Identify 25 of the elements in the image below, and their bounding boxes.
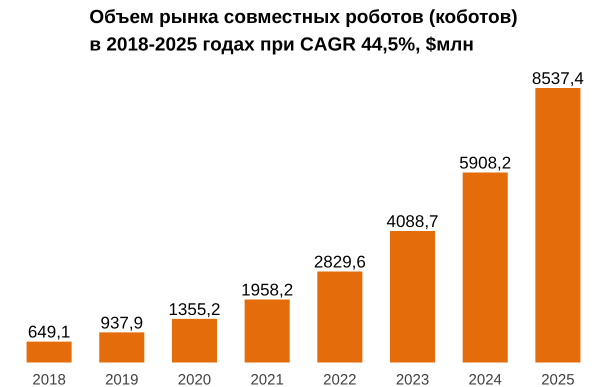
data-label: 8537,4 [532,68,584,88]
bar [244,300,290,362]
data-label: 2829,6 [314,252,366,272]
x-tick-label: 2019 [105,372,138,387]
data-label: 937,9 [100,313,144,332]
chart-title: Объем рынка совместных роботов (коботов) в 2018-2025 годах при CAGR 44,5%, $млн [89,7,518,56]
x-tick-label: 2020 [178,372,212,387]
data-label: 5908,2 [459,154,512,173]
data-label: 1958,2 [241,280,294,300]
bar [390,231,436,362]
bar [317,272,362,362]
x-tick-label: 2022 [323,372,357,387]
bar [172,318,218,362]
data-label: 649,1 [28,322,70,342]
x-tick-label: 2023 [396,372,430,387]
x-tick-label: 2018 [32,372,66,387]
x-tick-label: 2024 [468,372,502,387]
bar [535,88,580,362]
bar [26,342,72,362]
data-label: 1355,2 [168,300,220,319]
data-label: 4088,7 [386,212,439,232]
x-tick-label: 2025 [541,372,575,387]
bar [99,332,144,362]
x-tick-label: 2021 [250,372,284,387]
bar [462,172,508,362]
